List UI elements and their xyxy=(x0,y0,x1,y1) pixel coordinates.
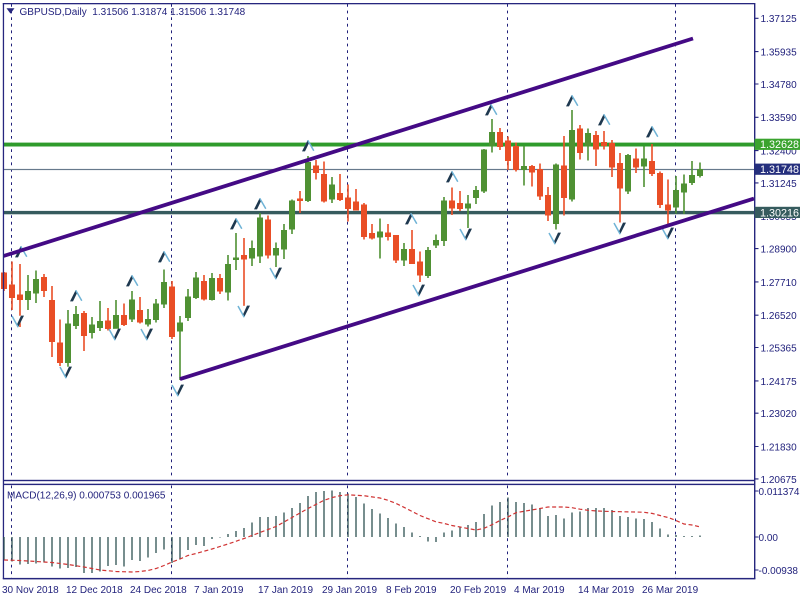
svg-text:1.37125: 1.37125 xyxy=(761,14,798,25)
svg-text:29 Jan 2019: 29 Jan 2019 xyxy=(322,585,377,596)
svg-text:GBPUSD,Daily 1.31506 1.31874: GBPUSD,Daily 1.31506 1.31874 1.31506 1.3… xyxy=(20,7,246,18)
svg-text:1.24175: 1.24175 xyxy=(761,377,798,388)
svg-text:8 Feb 2019: 8 Feb 2019 xyxy=(386,585,437,596)
svg-text:0.00: 0.00 xyxy=(759,533,779,544)
svg-text:1.27710: 1.27710 xyxy=(761,278,798,289)
svg-text:1.31748: 1.31748 xyxy=(760,164,799,176)
svg-text:24 Dec 2018: 24 Dec 2018 xyxy=(130,585,187,596)
svg-text:1.21830: 1.21830 xyxy=(761,442,798,453)
svg-text:7 Jan 2019: 7 Jan 2019 xyxy=(194,585,244,596)
svg-text:1.34780: 1.34780 xyxy=(761,80,798,91)
svg-text:17 Jan 2019: 17 Jan 2019 xyxy=(258,585,313,596)
svg-text:1.25365: 1.25365 xyxy=(761,343,798,354)
svg-text:MACD(12,26,9) 0.000753 0.00196: MACD(12,26,9) 0.000753 0.001965 xyxy=(7,491,166,502)
svg-text:12 Dec 2018: 12 Dec 2018 xyxy=(66,585,123,596)
svg-text:20 Feb 2019: 20 Feb 2019 xyxy=(450,585,507,596)
svg-text:1.26520: 1.26520 xyxy=(761,311,798,322)
svg-text:1.31245: 1.31245 xyxy=(761,179,798,190)
svg-text:1.23020: 1.23020 xyxy=(761,409,798,420)
svg-text:14 Mar 2019: 14 Mar 2019 xyxy=(578,585,635,596)
svg-text:26 Mar 2019: 26 Mar 2019 xyxy=(642,585,699,596)
svg-text:1.30216: 1.30216 xyxy=(760,207,799,219)
svg-text:1.32400: 1.32400 xyxy=(761,147,798,158)
svg-text:1.20675: 1.20675 xyxy=(761,475,798,486)
svg-text:0.011374: 0.011374 xyxy=(759,487,800,498)
svg-text:1.33590: 1.33590 xyxy=(761,113,798,124)
svg-text:1.32628: 1.32628 xyxy=(760,139,799,151)
svg-text:-0.00938: -0.00938 xyxy=(759,566,799,577)
svg-text:4 Mar 2019: 4 Mar 2019 xyxy=(514,585,565,596)
svg-text:1.35935: 1.35935 xyxy=(761,48,798,59)
svg-text:1.28900: 1.28900 xyxy=(761,245,798,256)
svg-text:30 Nov 2018: 30 Nov 2018 xyxy=(2,585,59,596)
